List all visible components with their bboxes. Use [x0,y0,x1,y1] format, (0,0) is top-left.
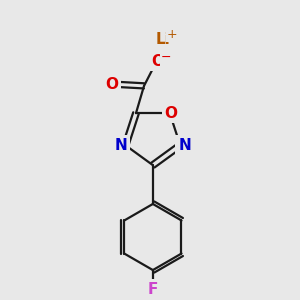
Text: N: N [178,138,191,153]
Text: N: N [115,138,128,153]
Text: F: F [148,282,158,297]
Text: O: O [165,106,178,121]
Text: −: − [161,51,172,64]
Text: O: O [151,54,164,69]
Text: +: + [167,28,178,40]
Text: O: O [105,77,118,92]
Text: Li: Li [155,32,170,47]
